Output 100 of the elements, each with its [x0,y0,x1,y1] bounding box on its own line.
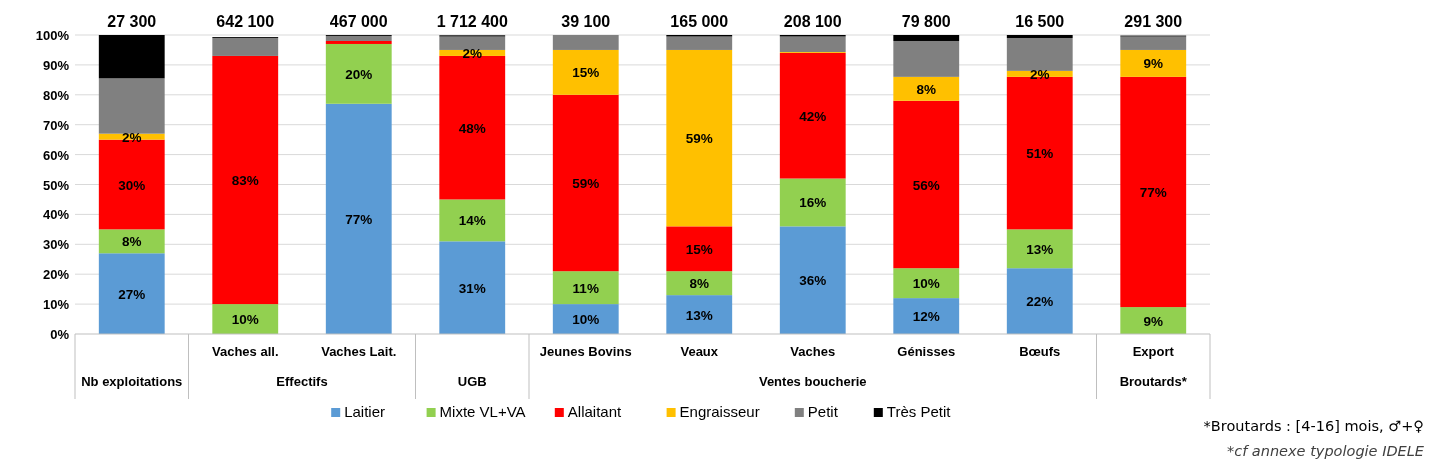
x-tick-label: Vaches Lait. [321,344,397,359]
bar [893,35,960,41]
bar [552,49,619,95]
data-label: 9% [1143,313,1164,329]
bar [1120,36,1187,50]
y-tick-label: 80% [42,87,70,103]
bar [1006,35,1073,38]
bar [552,35,619,50]
data-label: 42% [799,108,827,124]
data-label: 8% [916,81,937,97]
data-label: 10% [231,312,259,328]
bar [779,52,846,179]
bar [212,55,279,305]
bar [1006,37,1073,71]
data-label: 15% [685,241,713,257]
x-tick-label: Vaches [790,344,836,359]
bar [98,78,165,134]
bar [325,40,392,44]
data-label: 30% [118,177,146,193]
bar [552,271,619,305]
text: Nb exploitations [81,374,183,389]
data-label: 59% [572,176,600,192]
data-label: 20% [345,66,373,82]
bar [666,36,733,50]
text: 27 300 [107,13,157,30]
y-tick-label: 70% [42,117,70,133]
text: 165 000 [670,13,729,30]
data-label: 83% [231,173,259,189]
y-tick-label: 100% [35,28,70,43]
legend-label: Laitier [344,403,386,420]
x-tick-label: Vaches all. [212,344,279,359]
bar [325,35,392,41]
data-label: 51% [1026,146,1054,162]
text: *cf annexe typologie IDELE [1226,443,1425,459]
data-label: 77% [345,211,373,227]
bar [893,76,960,101]
x-tick-label: Génisses [897,344,956,359]
bar [1006,268,1073,334]
data-label: 31% [458,280,486,296]
data-label: 10% [912,276,940,292]
data-label: 15% [572,65,600,81]
bar [779,226,846,334]
text: UGB [457,374,487,389]
data-label: 36% [799,273,827,289]
bar [779,36,846,53]
bar [325,103,392,334]
legend-label: Très Petit [886,403,952,420]
data-label: 14% [458,213,486,229]
bar [439,199,506,242]
bar [1120,49,1187,77]
y-tick-label: 10% [42,297,70,313]
x-tick-label: Bœufs [1019,344,1061,359]
bar [98,253,165,334]
text: Effectifs [276,374,328,389]
legend-label: Mixte VL+VA [439,403,526,420]
y-tick-label: 40% [42,207,70,223]
data-label: 12% [912,309,940,325]
bar [1120,76,1187,308]
bar [212,37,279,56]
bar [893,268,960,299]
bar [98,229,165,254]
text: Ventes boucherie [758,374,867,389]
data-label: 13% [685,307,713,323]
text: 1 712 400 [436,13,508,30]
y-tick-label: 60% [42,147,70,163]
data-label: 10% [572,312,600,328]
data-label: 8% [121,234,142,250]
bar [666,49,733,227]
data-label: 56% [912,177,940,193]
bar [779,178,846,227]
text: 16 500 [1015,13,1065,30]
bar [1006,229,1073,269]
data-label: 77% [1139,184,1167,200]
bar [893,40,960,77]
x-tick-label: Export [1132,344,1175,359]
bar [666,295,733,334]
y-tick-label: 50% [42,177,70,193]
text: *Broutards : [4-16] mois, ♂+♀ [1203,418,1424,434]
x-tick-label: Jeunes Bovins [539,344,632,359]
data-label: 11% [572,280,599,296]
bar [325,43,392,104]
text: 642 100 [216,13,275,30]
y-tick-label: 0% [50,327,70,342]
text: 208 100 [783,13,842,30]
text: 79 800 [901,13,951,30]
data-label: 8% [689,276,710,292]
text: Broutards* [1119,374,1188,389]
bar [439,241,506,334]
text: 291 300 [1124,13,1183,30]
legend-label: Allaitant [567,403,622,420]
bar [666,271,733,296]
y-tick-label: 30% [42,237,70,253]
data-label: 16% [799,195,827,211]
bar [893,298,960,334]
y-tick-label: 20% [42,267,70,283]
data-label: 13% [1026,241,1054,257]
bar [439,36,506,50]
legend-label: Engraisseur [679,403,760,420]
text: 467 000 [329,13,388,30]
bar [552,94,619,272]
